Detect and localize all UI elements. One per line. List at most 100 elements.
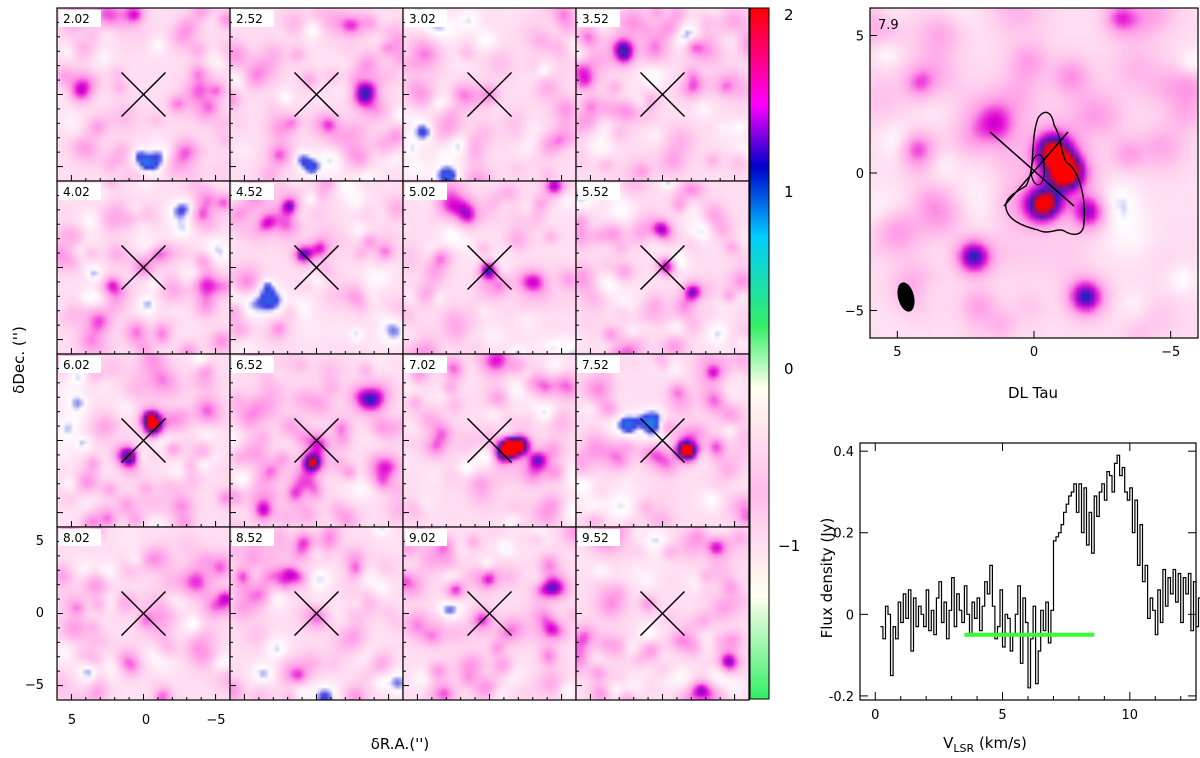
spectrum-x-tick-label: 10 <box>1122 708 1139 723</box>
spectrum-x-tick-label: 5 <box>998 708 1006 723</box>
channel-velocity-label: 3.02 <box>409 12 436 26</box>
beam-ellipse <box>897 282 915 312</box>
peak-contour <box>1030 154 1045 186</box>
channel-velocity-label: 4.02 <box>63 185 90 199</box>
channel-label-bg <box>232 183 274 200</box>
channel-velocity-label: 4.52 <box>236 185 263 199</box>
channel-panel: 7.02 <box>402 353 577 528</box>
channel-velocity-label: 7.02 <box>409 358 436 372</box>
channel-velocity-label: 6.02 <box>63 358 90 372</box>
colorbar-tick-label: −1 <box>778 537 800 555</box>
grid-x-tick-label: 0 <box>142 713 150 728</box>
star-cross-line <box>293 417 340 464</box>
spectrum-xlabel-v: V <box>943 734 954 752</box>
spectrum-line <box>880 454 1200 689</box>
channel-velocity-label: 5.02 <box>409 185 436 199</box>
grid-x-tick-label: −5 <box>206 713 225 728</box>
moment-y-tick-label: −5 <box>845 305 864 320</box>
channel-velocity-label: 8.02 <box>63 531 90 545</box>
channel-label-bg <box>232 356 274 373</box>
moment-map-velocity-label: 7.9 <box>878 18 899 33</box>
star-cross-line <box>466 71 513 118</box>
channel-label-bg <box>405 10 447 27</box>
channel-velocity-label: 5.52 <box>582 185 609 199</box>
grid-x-tick-label: 5 <box>68 713 76 728</box>
colorbar-body <box>749 7 770 700</box>
channel-label-bg <box>578 529 620 546</box>
star-cross-line <box>120 417 167 464</box>
moment-x-tick-label: −5 <box>1161 345 1180 360</box>
spectrum-plot: 0 5 10 -0.2 0 0.2 0.4 <box>829 442 1200 723</box>
spectrum-y-tick-label: -0.2 <box>829 690 854 705</box>
channel-panel: 7.52 <box>575 353 750 528</box>
channel-label-bg <box>405 183 447 200</box>
channel-panel: 8.52 <box>229 526 404 701</box>
channel-label-bg <box>59 529 101 546</box>
channel-label-bg <box>578 183 620 200</box>
colorbar: 2 1 0 −1 <box>749 6 800 700</box>
star-cross-line <box>293 590 340 637</box>
spectrum-xlabel-sub: LSR <box>953 742 974 755</box>
grid-y-tick-label: −5 <box>25 678 44 693</box>
channel-label-bg <box>405 356 447 373</box>
channel-panel: 4.52 <box>229 180 404 355</box>
spectrum-xlabel-unit: (km/s) <box>974 734 1027 752</box>
channel-label-bg <box>578 356 620 373</box>
star-cross-line <box>1003 131 1069 207</box>
channel-panel: 5.02 <box>402 180 577 355</box>
spectrum-y-tick-label: 0 <box>846 608 854 623</box>
channel-label-bg <box>59 356 101 373</box>
channel-label-bg <box>232 529 274 546</box>
channel-panel: 9.02 <box>402 526 577 701</box>
star-cross-line <box>466 417 513 464</box>
grid-ylabel: δDec. ('') <box>10 326 28 394</box>
channel-label-bg <box>59 183 101 200</box>
channel-velocity-label: 2.52 <box>236 12 263 26</box>
moment-x-tick-label: 5 <box>893 345 901 360</box>
channel-velocity-label: 3.52 <box>582 12 609 26</box>
channel-panel: 5.52 <box>575 180 750 355</box>
channel-velocity-label: 8.52 <box>236 531 263 545</box>
channel-label-bg <box>405 529 447 546</box>
star-cross-line <box>466 590 513 637</box>
moment-x-tick-label: 0 <box>1030 345 1038 360</box>
star-cross-line <box>120 590 167 637</box>
emission-contour <box>1005 111 1086 235</box>
star-cross-line <box>639 590 686 637</box>
star-cross-line <box>639 71 686 118</box>
spectrum-ylabel: Flux density (Jy) <box>818 518 836 639</box>
channel-velocity-label: 2.02 <box>63 12 90 26</box>
spectrum-x-tick-label: 0 <box>871 708 879 723</box>
colorbar-tick-label: 0 <box>784 360 794 378</box>
colorbar-tick-label: 1 <box>784 183 794 201</box>
channel-label-bg <box>578 10 620 27</box>
star-cross-line <box>120 244 167 291</box>
channel-panel: 2.52 <box>229 7 404 182</box>
channel-panel: 6.02 <box>56 353 231 528</box>
channel-map-grid: 2.02 2.52 3.02 3.52 4.02 4.52 5.02 5.52 6.02 6.52… <box>56 7 750 701</box>
colorbar-tick-label: 2 <box>784 6 794 24</box>
channel-velocity-label: 7.52 <box>582 358 609 372</box>
grid-y-tick-label: 5 <box>36 534 44 549</box>
spectrum-y-tick-label: 0.2 <box>833 527 854 542</box>
moment-y-tick-label: 5 <box>856 30 864 45</box>
moment-y-tick-label: 0 <box>856 167 864 182</box>
moment-map-title: DL Tau <box>1008 384 1058 402</box>
channel-panel: 3.02 <box>402 7 577 182</box>
channel-velocity-label: 9.02 <box>409 531 436 545</box>
star-cross-line <box>293 244 340 291</box>
channel-velocity-label: 6.52 <box>236 358 263 372</box>
spectrum-y-tick-label: 0.4 <box>833 445 854 460</box>
channel-panel: 9.52 <box>575 526 750 701</box>
star-cross-line <box>120 71 167 118</box>
map-image <box>870 8 1198 338</box>
dl-tau-moment-map: 5 5 0 0 −5 −5 7.9 <box>845 7 1199 360</box>
channel-label-bg <box>232 10 274 27</box>
spectrum-xlabel: VLSR (km/s) <box>943 734 1027 755</box>
star-cross-line <box>639 244 686 291</box>
grid-xlabel: δR.A.('') <box>371 735 430 753</box>
channel-label-bg <box>59 10 101 27</box>
channel-panel: 4.02 <box>56 180 231 355</box>
star-cross-line <box>639 417 686 464</box>
